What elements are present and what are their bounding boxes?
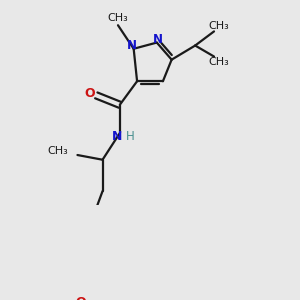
Text: N: N [112,130,122,143]
Text: CH₃: CH₃ [208,21,229,31]
Text: CH₃: CH₃ [47,146,68,156]
Text: CH₃: CH₃ [108,13,128,23]
Text: N: N [127,39,137,52]
Text: O: O [84,87,95,100]
Text: H: H [125,130,134,143]
Text: N: N [153,33,164,46]
Text: O: O [75,296,86,300]
Text: CH₃: CH₃ [208,57,229,67]
